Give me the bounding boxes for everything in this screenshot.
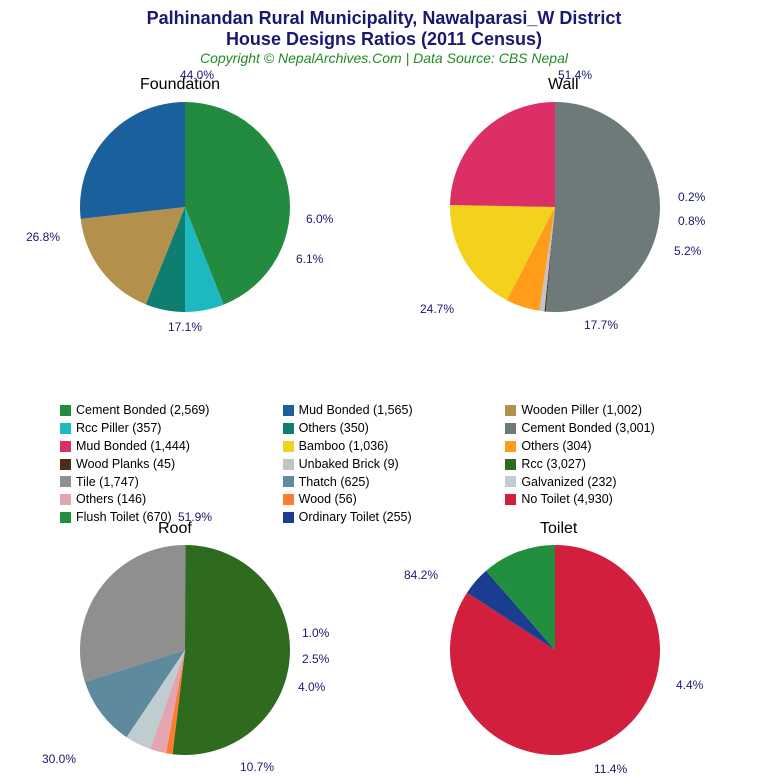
legend-item: Rcc Piller (357) xyxy=(60,420,275,437)
title-line-2: House Designs Ratios (2011 Census) xyxy=(226,29,542,49)
legend-label: Cement Bonded (3,001) xyxy=(521,420,654,437)
pct-label: 0.2% xyxy=(678,190,705,204)
pct-label: 10.7% xyxy=(240,760,274,774)
legend-label: Others (304) xyxy=(521,438,591,455)
legend-label: Others (350) xyxy=(299,420,369,437)
legend-label: Tile (1,747) xyxy=(76,474,139,491)
legend-item: Rcc (3,027) xyxy=(505,456,720,473)
legend-item: Wooden Piller (1,002) xyxy=(505,402,720,419)
legend-item: Mud Bonded (1,565) xyxy=(283,402,498,419)
pct-label: 30.0% xyxy=(42,752,76,766)
legend-swatch xyxy=(60,512,71,523)
legend-label: Rcc (3,027) xyxy=(521,456,586,473)
legend-label: Ordinary Toilet (255) xyxy=(299,509,412,526)
legend-swatch xyxy=(60,405,71,416)
legend-swatch xyxy=(283,405,294,416)
legend-item: Wood Planks (45) xyxy=(60,456,275,473)
pct-label: 44.0% xyxy=(180,68,214,82)
pct-label: 17.1% xyxy=(168,320,202,334)
legend-label: Mud Bonded (1,444) xyxy=(76,438,190,455)
legend-item: Others (146) xyxy=(60,491,275,508)
pct-label: 11.4% xyxy=(594,762,627,776)
pct-label: 26.8% xyxy=(26,230,60,244)
legend-swatch xyxy=(283,459,294,470)
legend-swatch xyxy=(60,476,71,487)
pct-label: 6.0% xyxy=(306,212,333,226)
pct-label: 4.4% xyxy=(676,678,703,692)
legend-item: Tile (1,747) xyxy=(60,474,275,491)
legend-swatch xyxy=(505,423,516,434)
pie-chart-foundation xyxy=(80,102,290,312)
page-title: Palhinandan Rural Municipality, Nawalpar… xyxy=(0,0,768,50)
legend-item: Ordinary Toilet (255) xyxy=(283,509,498,526)
legend-swatch xyxy=(60,423,71,434)
legend-label: Galvanized (232) xyxy=(521,474,616,491)
legend-swatch xyxy=(60,441,71,452)
pct-label: 5.2% xyxy=(674,244,701,258)
title-line-1: Palhinandan Rural Municipality, Nawalpar… xyxy=(147,8,622,28)
pct-label: 24.7% xyxy=(420,302,454,316)
legend-swatch xyxy=(283,476,294,487)
pct-label: 51.4% xyxy=(558,68,592,82)
legend-label: Cement Bonded (2,569) xyxy=(76,402,209,419)
pct-label: 2.5% xyxy=(302,652,329,666)
legend-item: Cement Bonded (2,569) xyxy=(60,402,275,419)
pct-label: 17.7% xyxy=(584,318,618,332)
legend-item: Unbaked Brick (9) xyxy=(283,456,498,473)
legend-swatch xyxy=(505,441,516,452)
legend-swatch xyxy=(505,459,516,470)
legend-item: Others (350) xyxy=(283,420,498,437)
legend-item: Galvanized (232) xyxy=(505,474,720,491)
legend-swatch xyxy=(283,494,294,505)
pct-label: 1.0% xyxy=(302,626,329,640)
legend-swatch xyxy=(283,423,294,434)
legend-item: Others (304) xyxy=(505,438,720,455)
pct-label: 84.2% xyxy=(404,568,438,582)
legend-label: Others (146) xyxy=(76,491,146,508)
legend-label: Bamboo (1,036) xyxy=(299,438,389,455)
legend-item: Cement Bonded (3,001) xyxy=(505,420,720,437)
pie-slice xyxy=(546,102,660,312)
legend-item: Flush Toilet (670) xyxy=(60,509,275,526)
legend-item: No Toilet (4,930) xyxy=(505,491,720,508)
legend-label: Wood Planks (45) xyxy=(76,456,175,473)
legend-label: Rcc Piller (357) xyxy=(76,420,161,437)
legend-label: No Toilet (4,930) xyxy=(521,491,613,508)
legend-item: Wood (56) xyxy=(283,491,498,508)
charts-container: Foundation44.0%6.0%6.1%17.1%26.8%Wall51.… xyxy=(0,72,768,772)
legend-label: Unbaked Brick (9) xyxy=(299,456,399,473)
legend-swatch xyxy=(60,459,71,470)
legend-item: Mud Bonded (1,444) xyxy=(60,438,275,455)
pie-slice xyxy=(172,545,290,755)
pct-label: 0.8% xyxy=(678,214,705,228)
pie-slice xyxy=(450,102,555,207)
legend-swatch xyxy=(505,405,516,416)
legend-swatch xyxy=(283,512,294,523)
legend-swatch xyxy=(505,476,516,487)
pie-chart-roof xyxy=(80,545,290,755)
pie-chart-toilet xyxy=(450,545,660,755)
pct-label: 4.0% xyxy=(298,680,325,694)
pie-chart-wall xyxy=(450,102,660,312)
legend: Cement Bonded (2,569) Mud Bonded (1,565) W… xyxy=(60,402,720,526)
legend-item: Thatch (625) xyxy=(283,474,498,491)
legend-label: Thatch (625) xyxy=(299,474,370,491)
legend-label: Wooden Piller (1,002) xyxy=(521,402,642,419)
pie-slice xyxy=(80,102,185,219)
pct-label: 6.1% xyxy=(296,252,323,266)
legend-swatch xyxy=(283,441,294,452)
legend-label: Flush Toilet (670) xyxy=(76,509,172,526)
legend-swatch xyxy=(505,494,516,505)
copyright-line: Copyright © NepalArchives.Com | Data Sou… xyxy=(0,50,768,66)
legend-label: Mud Bonded (1,565) xyxy=(299,402,413,419)
legend-label: Wood (56) xyxy=(299,491,357,508)
legend-item: Bamboo (1,036) xyxy=(283,438,498,455)
legend-swatch xyxy=(60,494,71,505)
